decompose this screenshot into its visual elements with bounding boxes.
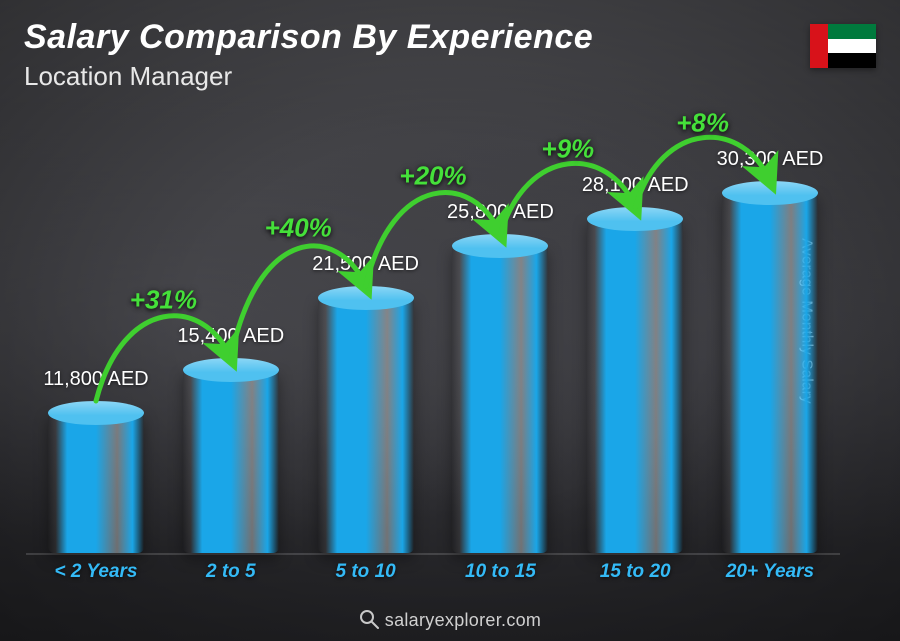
bar-body <box>183 370 279 553</box>
bar: 25,800 AED <box>452 246 548 553</box>
bar-top-ellipse <box>722 181 818 205</box>
footer-site: salaryexplorer.com <box>385 610 541 630</box>
bars-row: 11,800 AED 15,400 AED 21,500 AED 25,800 AED… <box>26 193 840 553</box>
bar: 30,300 AED <box>722 193 818 553</box>
flag-uae <box>810 24 876 68</box>
delta-pct-label: +20% <box>399 161 466 192</box>
bar-top-ellipse <box>587 207 683 231</box>
bar-top-ellipse <box>318 286 414 310</box>
x-axis-label: 20+ Years <box>710 561 830 583</box>
x-axis-label: 2 to 5 <box>171 561 291 583</box>
bar-body <box>452 246 548 553</box>
page-title: Salary Comparison By Experience <box>24 18 593 57</box>
x-axis-labels: < 2 Years 2 to 5 5 to 10 10 to 15 15 to 20 20… <box>26 561 840 583</box>
flag-red-stripe <box>810 24 828 68</box>
bar-top-ellipse <box>48 401 144 425</box>
bar-top-ellipse <box>183 358 279 382</box>
bar: 21,500 AED <box>318 298 414 553</box>
bar-slot: 11,800 AED <box>36 413 156 553</box>
flag-black-stripe <box>828 53 876 68</box>
flag-white-stripe <box>828 39 876 54</box>
bar-value-label: 25,800 AED <box>420 201 580 224</box>
footer: salaryexplorer.com <box>0 609 900 631</box>
delta-pct-label: +8% <box>676 108 729 139</box>
bar-body <box>587 219 683 553</box>
bar-top-ellipse <box>452 234 548 258</box>
bar-slot: 30,300 AED <box>710 193 830 553</box>
infographic-canvas: Salary Comparison By Experience Location… <box>0 0 900 641</box>
page-subtitle: Location Manager <box>24 61 593 92</box>
x-axis-label: 10 to 15 <box>440 561 560 583</box>
flag-green-stripe <box>828 24 876 39</box>
bar-value-label: 21,500 AED <box>286 253 446 276</box>
bar-slot: 28,100 AED <box>575 219 695 553</box>
x-axis-label: 5 to 10 <box>306 561 426 583</box>
bar-value-label: 28,100 AED <box>555 174 715 197</box>
bar: 11,800 AED <box>48 413 144 553</box>
bar-slot: 21,500 AED <box>306 298 426 553</box>
x-axis-label: < 2 Years <box>36 561 156 583</box>
header: Salary Comparison By Experience Location… <box>24 18 593 92</box>
bar-body <box>722 193 818 553</box>
bar-value-label: 15,400 AED <box>151 325 311 348</box>
magnifier-icon <box>359 609 379 629</box>
chart-area: 11,800 AED 15,400 AED 21,500 AED 25,800 AED… <box>26 113 840 583</box>
bar-slot: 15,400 AED <box>171 370 291 553</box>
bar-body <box>318 298 414 553</box>
bar-slot: 25,800 AED <box>440 246 560 553</box>
bar-value-label: 11,800 AED <box>16 368 176 391</box>
flag-horizontal-stripes <box>828 24 876 68</box>
x-axis-label: 15 to 20 <box>575 561 695 583</box>
bar-body <box>48 413 144 553</box>
bar: 15,400 AED <box>183 370 279 553</box>
chart-baseline <box>26 553 840 555</box>
bar-value-label: 30,300 AED <box>690 148 850 171</box>
bar: 28,100 AED <box>587 219 683 553</box>
delta-pct-label: +9% <box>541 134 594 165</box>
